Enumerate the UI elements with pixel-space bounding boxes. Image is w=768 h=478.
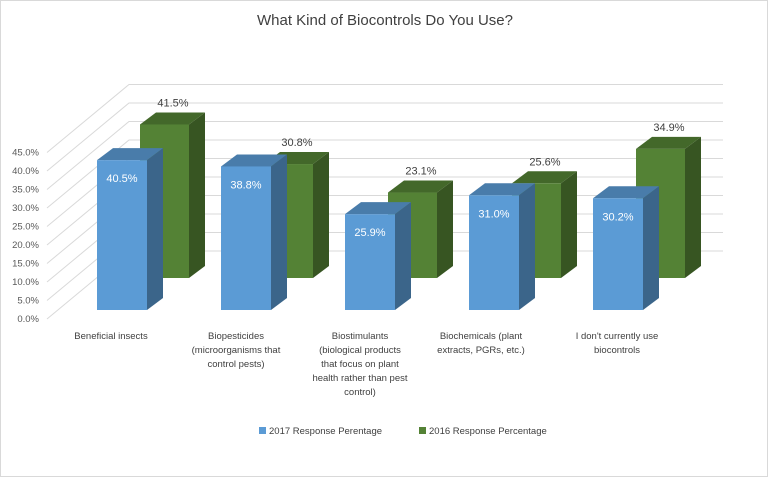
gridline <box>46 102 723 172</box>
data-label-2016: 25.6% <box>529 156 560 168</box>
bar-2017 <box>593 186 659 310</box>
bar-2016-side <box>313 152 329 278</box>
bar-2017-side <box>147 148 163 310</box>
bar-2017-top <box>345 202 411 215</box>
gridline <box>46 84 723 153</box>
category-label: (biological products <box>319 345 401 356</box>
bar-2016-top <box>636 136 701 149</box>
bar-2017-front <box>97 160 147 310</box>
y-tick-label: 40.0% <box>12 166 39 177</box>
data-label-2017: 40.5% <box>106 173 137 185</box>
bar-2016-top <box>388 180 453 193</box>
bar-2017-top <box>221 154 287 167</box>
category-label: control) <box>344 387 376 398</box>
bar-2017-front <box>593 198 643 310</box>
bar-2016-side <box>685 136 701 278</box>
category-label: Beneficial insects <box>74 331 148 342</box>
bar-2017-top <box>593 186 659 199</box>
y-tick-label: 30.0% <box>12 203 39 214</box>
y-tick-label: 35.0% <box>12 185 39 196</box>
y-tick-label: 10.0% <box>12 277 39 288</box>
bar-2017 <box>469 183 535 310</box>
y-tick-label: 5.0% <box>17 296 39 307</box>
data-label-2016: 34.9% <box>653 122 684 134</box>
y-tick-label: 15.0% <box>12 259 39 270</box>
legend-label: 2017 Response Perentage <box>269 426 382 437</box>
category-label: Biopesticides <box>208 331 264 342</box>
bar-2017-side <box>271 154 287 310</box>
bar-2017 <box>221 154 287 310</box>
bar-2017-top <box>469 183 535 196</box>
y-tick-label: 45.0% <box>12 148 39 159</box>
bar-2017 <box>345 202 411 310</box>
bar-2017-front <box>345 214 395 310</box>
category-label: Biochemicals (plant <box>440 331 523 342</box>
legend-label: 2016 Response Percentage <box>429 426 547 437</box>
bar-2017-side <box>395 202 411 310</box>
category-label: health rather than pest <box>312 373 407 384</box>
category-label: extracts, PGRs, etc.) <box>437 345 525 356</box>
bar-2017-front <box>469 195 519 310</box>
category-label: control pests) <box>207 359 264 370</box>
gridline <box>46 121 723 190</box>
data-label-2017: 30.2% <box>602 211 633 223</box>
bar-2016-side <box>437 180 453 278</box>
y-tick-label: 20.0% <box>12 240 39 251</box>
bar-2017-top <box>97 148 163 161</box>
y-tick-label: 0.0% <box>17 314 39 325</box>
category-label: Biostimulants <box>332 331 389 342</box>
data-label-2016: 41.5% <box>157 97 188 109</box>
data-label-2016: 30.8% <box>281 137 312 149</box>
bar-2017-side <box>643 186 659 310</box>
gridline <box>46 139 723 209</box>
category-label: that focus on plant <box>321 359 399 370</box>
bar-2016-side <box>189 112 205 278</box>
bar-2017-front <box>221 166 271 310</box>
bar-2016-top <box>140 112 205 125</box>
category-label: I don't currently use <box>576 331 659 342</box>
legend-swatch <box>419 427 426 434</box>
data-label-2017: 25.9% <box>354 227 385 239</box>
bar-2017 <box>97 148 163 310</box>
legend-swatch <box>259 427 266 434</box>
y-tick-label: 25.0% <box>12 222 39 233</box>
data-label-2016: 23.1% <box>405 166 436 178</box>
bar-2017-side <box>519 183 535 310</box>
chart-title: What Kind of Biocontrols Do You Use? <box>257 12 513 29</box>
data-label-2017: 38.8% <box>230 179 261 191</box>
bar-2016-top <box>512 171 577 184</box>
category-label: biocontrols <box>594 345 640 356</box>
bar-2016-side <box>561 171 577 278</box>
category-label: (microorganisms that <box>192 345 281 356</box>
data-label-2017: 31.0% <box>478 208 509 220</box>
